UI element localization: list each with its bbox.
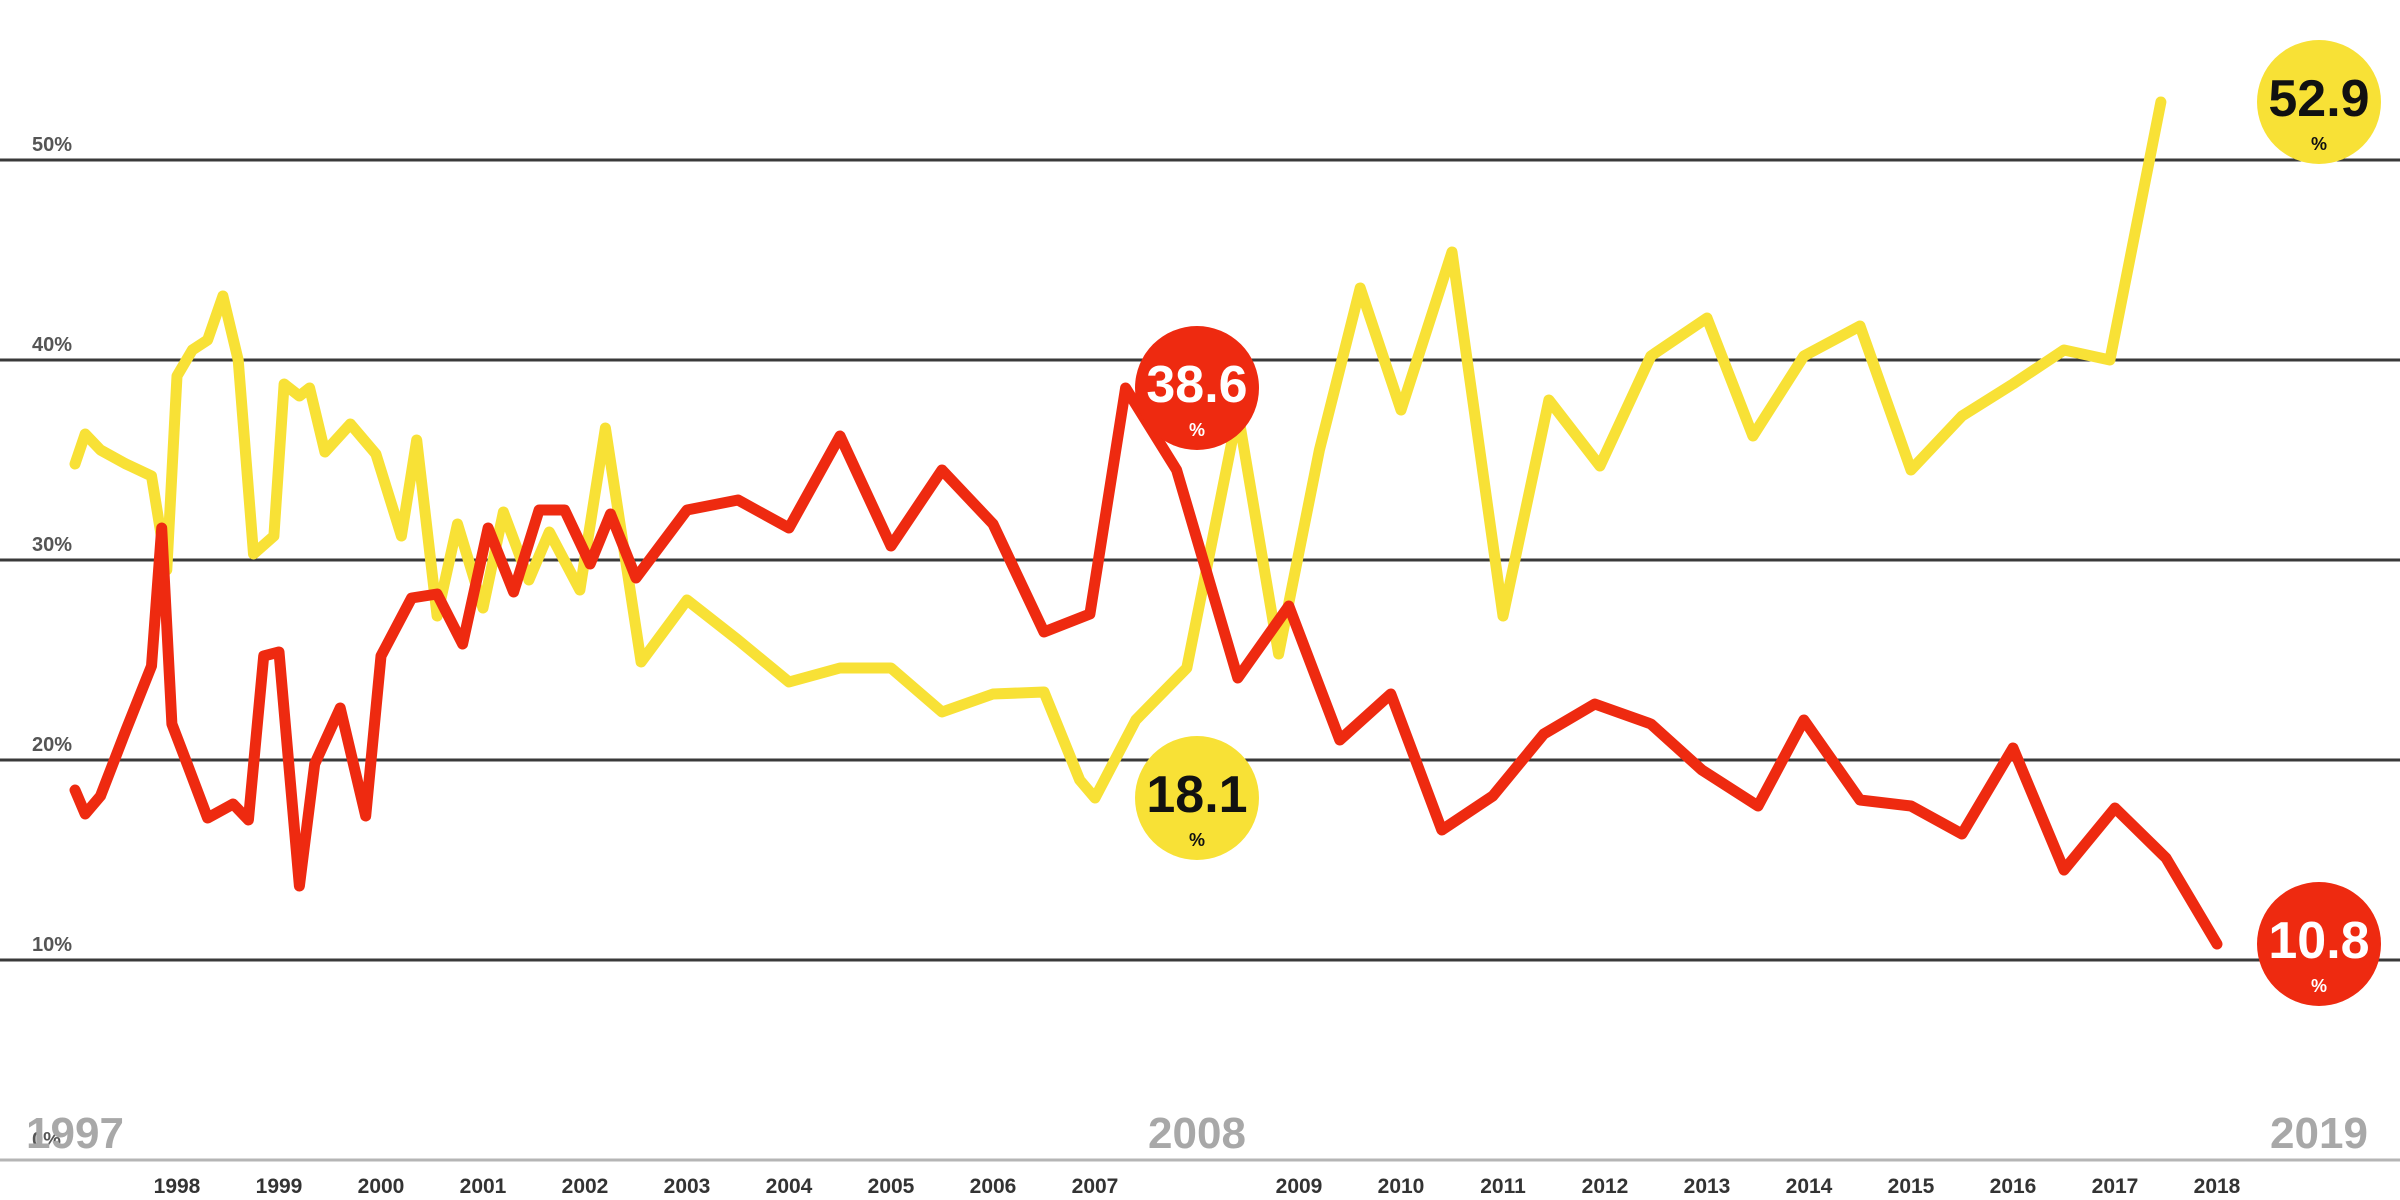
y-tick-label: 10% <box>32 934 72 956</box>
y-tick-label: 0% <box>32 1129 61 1151</box>
y-axis-labels: 0% 10% 20% 30% 40% 50% <box>32 134 72 1151</box>
value-callout: 18.1% <box>1135 736 1259 860</box>
callout-value: 38.6 <box>1146 356 1247 414</box>
x-tick-label: 2007 <box>1072 1175 1119 1198</box>
x-tick-label: 2009 <box>1276 1175 1323 1198</box>
x-tick-label: 2001 <box>460 1175 507 1198</box>
value-callout: 38.6% <box>1135 326 1259 450</box>
series-lines <box>69 96 2223 950</box>
x-tick-label: 2016 <box>1990 1175 2037 1198</box>
x-tick-label: 2018 <box>2194 1175 2241 1198</box>
callout-value: 52.9 <box>2268 70 2369 128</box>
callout-value: 10.8 <box>2268 912 2369 970</box>
callout-unit: % <box>1189 830 1205 850</box>
callout-unit: % <box>1189 420 1205 440</box>
x-tick-label: 1998 <box>154 1175 201 1198</box>
y-tick-label: 20% <box>32 734 72 756</box>
x-tick-label: 2005 <box>868 1175 915 1198</box>
x-tick-label: 2000 <box>358 1175 405 1198</box>
value-callouts: 52.9%18.1%38.6%10.8% <box>1135 40 2381 1006</box>
x-tick-label: 2011 <box>1480 1175 1526 1198</box>
value-callout: 10.8% <box>2257 882 2381 1006</box>
major-year-label: 2008 <box>1148 1109 1246 1158</box>
x-tick-label: 2004 <box>766 1175 813 1198</box>
major-year-label: 2019 <box>2270 1109 2368 1158</box>
callout-circle <box>2257 882 2381 1006</box>
x-tick-label: 2012 <box>1582 1175 1629 1198</box>
x-tick-label: 2002 <box>562 1175 609 1198</box>
major-year-label: 1997 <box>26 1109 124 1158</box>
value-callout: 52.9% <box>2257 40 2381 164</box>
x-tick-label: 2013 <box>1684 1175 1731 1198</box>
callout-unit: % <box>2311 976 2327 996</box>
series-line-1 <box>69 382 2223 950</box>
series-line-0 <box>69 96 2167 804</box>
x-tick-label: 2006 <box>970 1175 1017 1198</box>
callout-circle <box>1135 326 1259 450</box>
x-tick-label: 2014 <box>1786 1175 1833 1198</box>
x-tick-label: 2015 <box>1888 1175 1935 1198</box>
y-tick-label: 40% <box>32 334 72 356</box>
y-tick-label: 50% <box>32 134 72 156</box>
callout-circle <box>1135 736 1259 860</box>
callout-unit: % <box>2311 134 2327 154</box>
x-tick-label: 2010 <box>1378 1175 1425 1198</box>
callout-value: 18.1 <box>1146 766 1247 824</box>
y-tick-label: 30% <box>32 534 72 556</box>
x-axis-labels: 1998 1999 2000 2001 2002 2003 2004 2005 2006 2007… <box>26 1109 2368 1198</box>
x-tick-label: 2003 <box>664 1175 711 1198</box>
gridlines <box>0 158 2400 1162</box>
x-tick-label: 1999 <box>256 1175 303 1198</box>
x-tick-label: 2017 <box>2092 1175 2139 1198</box>
callout-circle <box>2257 40 2381 164</box>
